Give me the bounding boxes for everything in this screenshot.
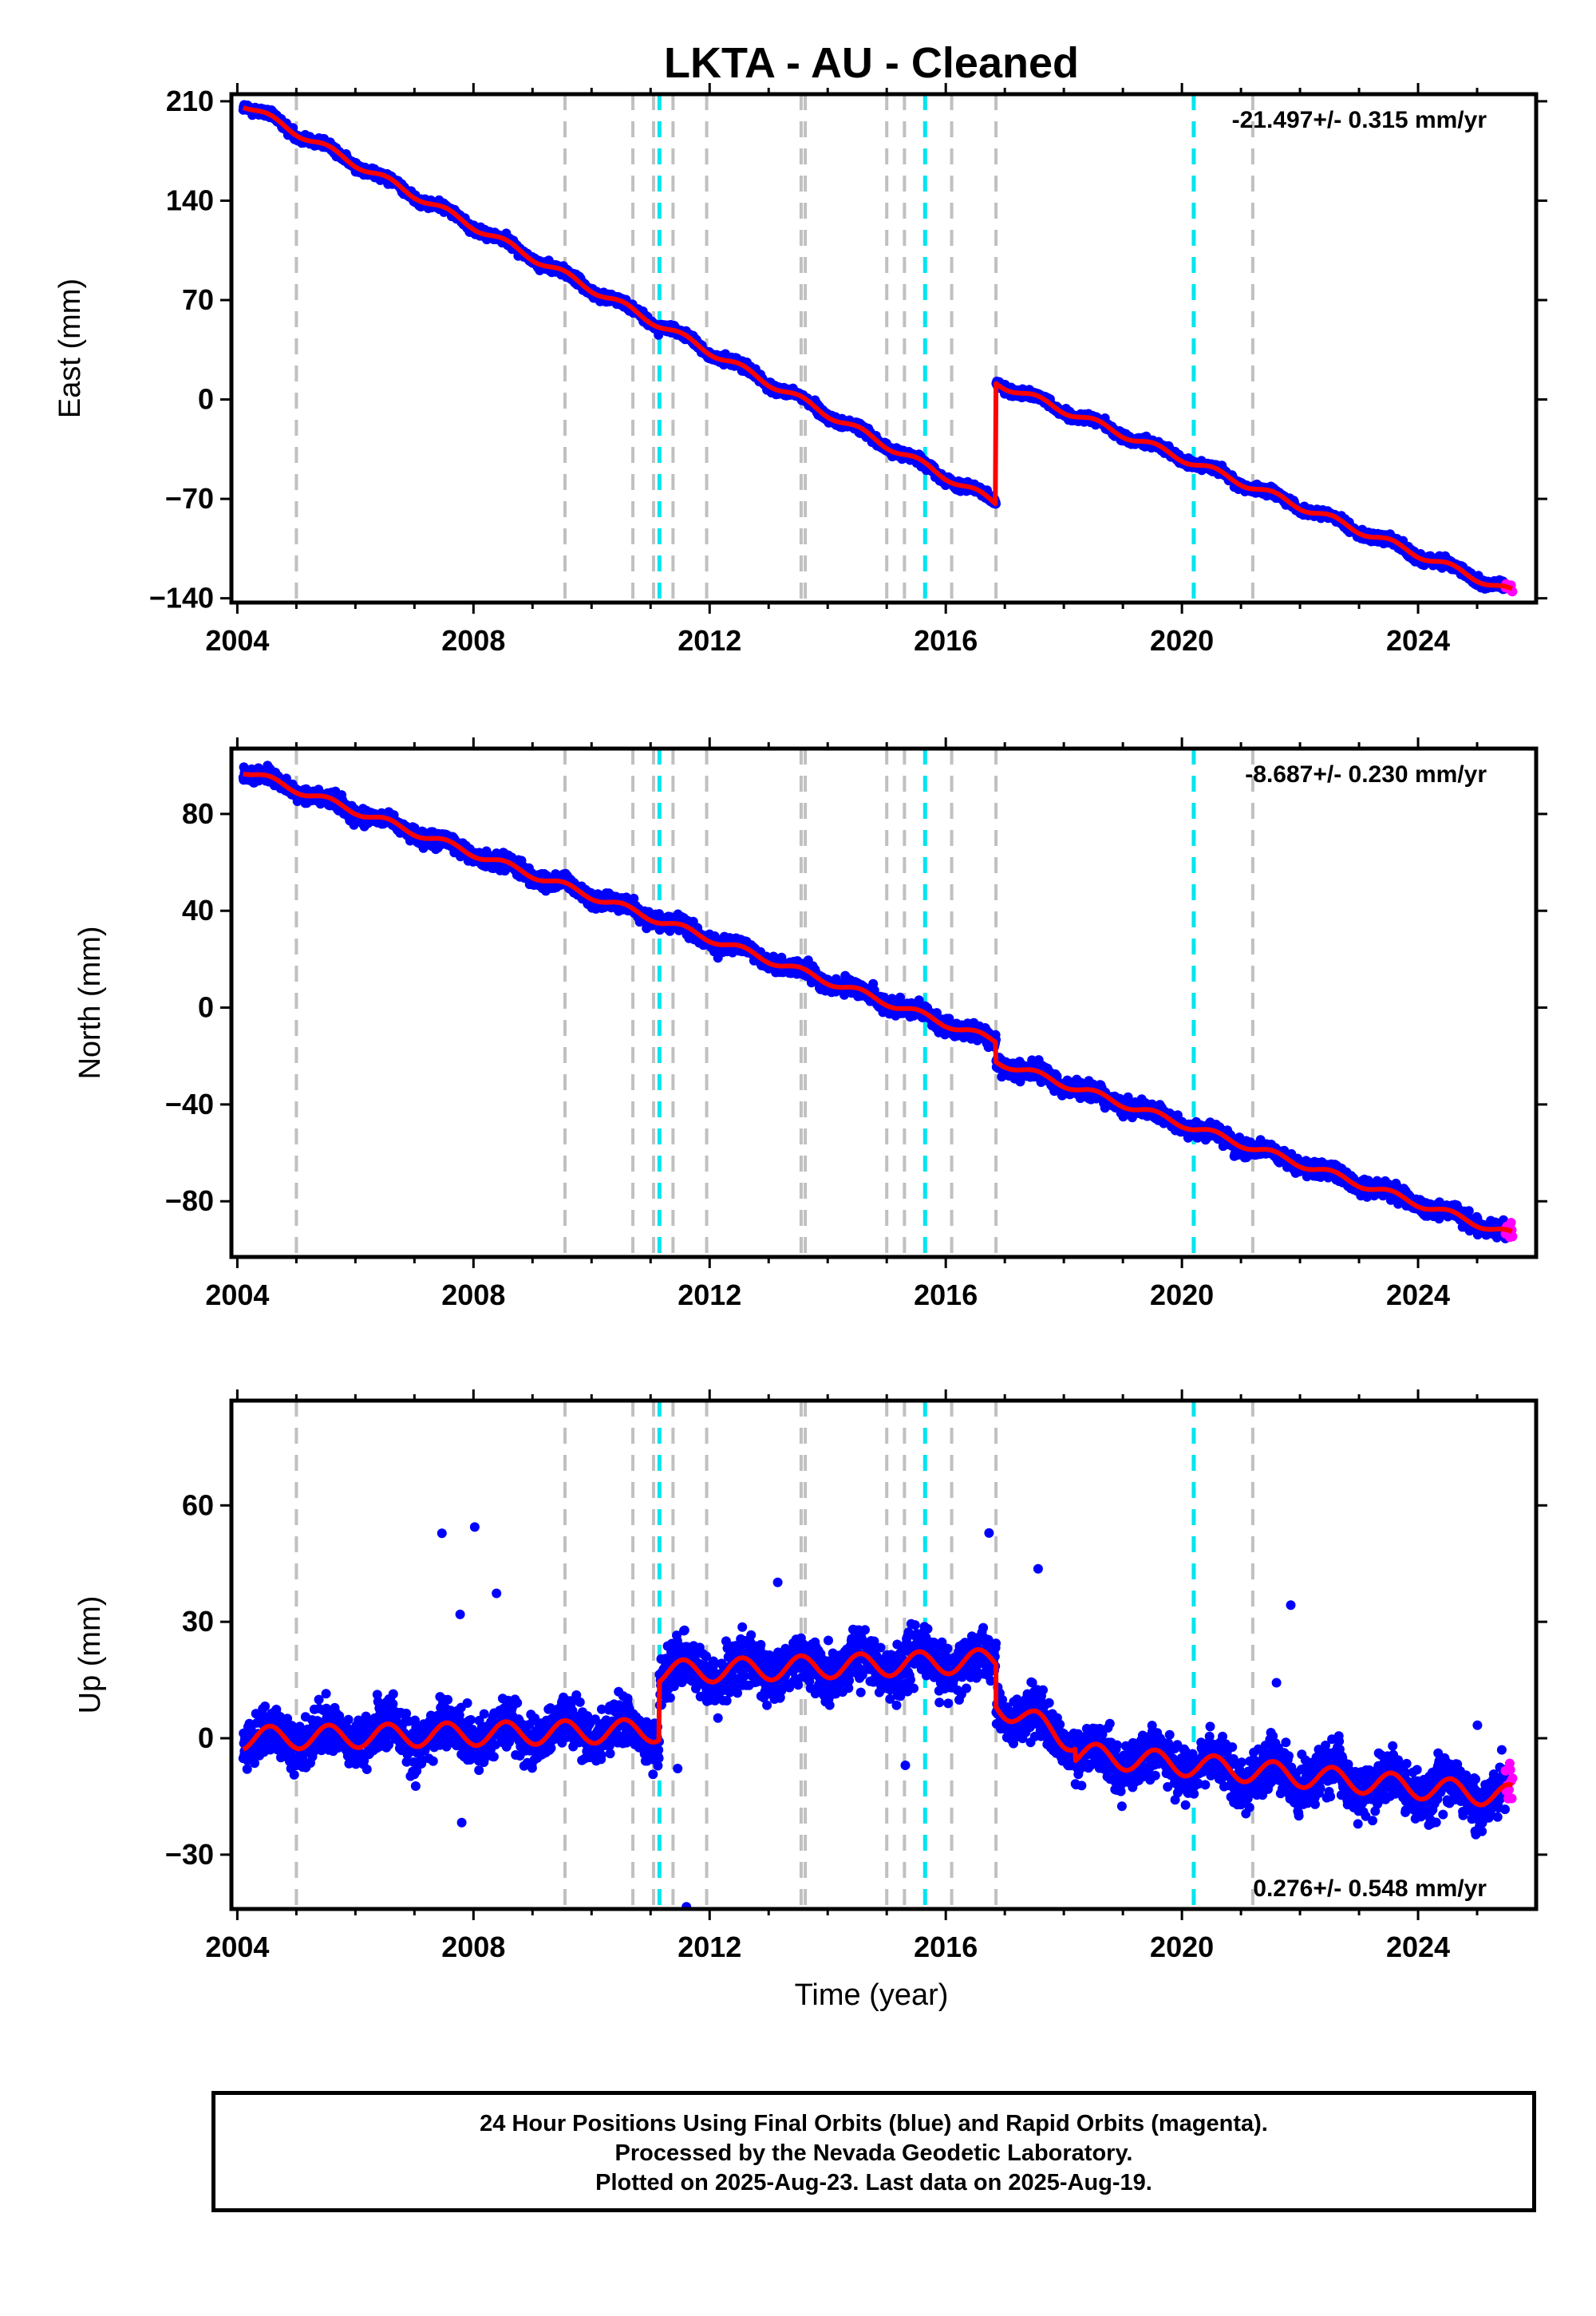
east-y-axis-label: East (mm) <box>53 279 87 418</box>
x-tick-label: 2008 <box>441 624 505 657</box>
x-tick-label: 2012 <box>678 624 741 657</box>
x-tick-label: 2020 <box>1150 624 1214 657</box>
north-plot-area <box>238 749 1518 1257</box>
chart-title: LKTA - AU - Cleaned <box>664 39 1079 87</box>
y-tick-label: 210 <box>166 85 214 117</box>
y-tick-label: 70 <box>182 283 214 316</box>
y-tick-label: 0 <box>198 383 214 416</box>
east-daily-positions <box>238 100 1518 597</box>
north-panel: 2004 2008 2012 2016 2020 202480400−40−80North… <box>73 737 1547 1311</box>
x-tick-label: 2024 <box>1386 624 1450 657</box>
east-plot-area <box>238 94 1518 603</box>
y-tick-label: −70 <box>165 482 214 515</box>
x-tick-label: 2016 <box>914 624 978 657</box>
east-rate-label: -21.497+/- 0.315 mm/yr <box>1232 107 1487 133</box>
y-tick-label: −140 <box>149 582 214 615</box>
y-tick-label: 140 <box>166 184 214 216</box>
x-tick-label: 2004 <box>205 624 269 657</box>
east-panel: 2004 2008 2012 2016 2020 2024 210 140 70 0 −70 −140… <box>53 83 1547 657</box>
